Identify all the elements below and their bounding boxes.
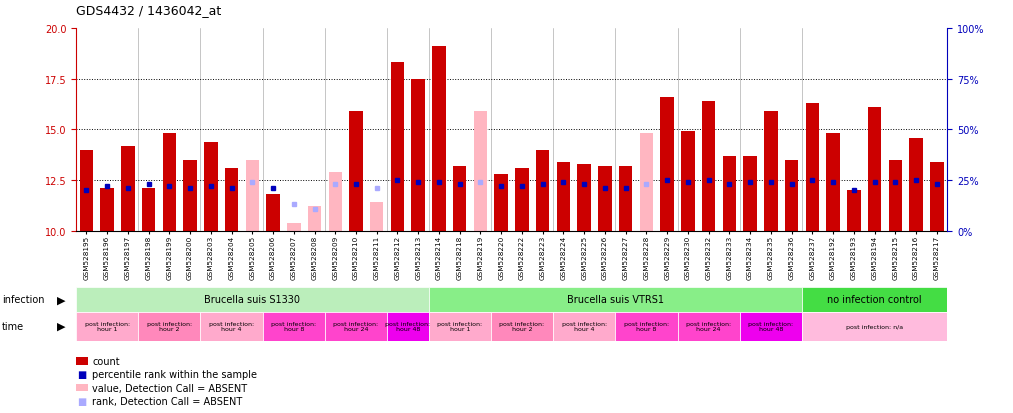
Text: post infection: n/a: post infection: n/a [846, 324, 904, 329]
Bar [681, 132, 695, 231]
Bar [764, 112, 778, 231]
Bar [391, 63, 404, 231]
Text: post infection:
hour 1: post infection: hour 1 [438, 321, 482, 332]
Bar [225, 169, 238, 231]
Text: post infection:
hour 48: post infection: hour 48 [385, 321, 431, 332]
Bar [201, 312, 262, 341]
Bar [76, 287, 428, 312]
Bar [433, 47, 446, 231]
Text: ■: ■ [77, 370, 86, 380]
Bar [888, 160, 902, 231]
Text: post infection:
hour 48: post infection: hour 48 [749, 321, 793, 332]
Bar [325, 312, 387, 341]
Bar [678, 312, 739, 341]
Bar [805, 104, 820, 231]
Text: Brucella suis S1330: Brucella suis S1330 [205, 294, 300, 304]
Bar [536, 150, 549, 231]
Bar [615, 312, 678, 341]
Text: post infection:
hour 4: post infection: hour 4 [209, 321, 254, 332]
Bar [827, 134, 840, 231]
Bar [183, 160, 197, 231]
Text: no infection control: no infection control [828, 294, 922, 304]
Bar [162, 134, 176, 231]
Bar [847, 191, 861, 231]
Bar [619, 166, 632, 231]
Bar [722, 157, 736, 231]
Text: post infection:
hour 8: post infection: hour 8 [271, 321, 316, 332]
Bar [308, 207, 321, 231]
Bar [802, 312, 947, 341]
Bar [802, 287, 947, 312]
Bar [660, 98, 674, 231]
Text: time: time [2, 321, 24, 331]
Text: post infection:
hour 1: post infection: hour 1 [84, 321, 130, 332]
Bar [411, 79, 425, 231]
Text: ▶: ▶ [57, 321, 65, 331]
Text: ■: ■ [77, 396, 86, 406]
Text: post infection:
hour 24: post infection: hour 24 [333, 321, 379, 332]
Bar [739, 312, 802, 341]
Text: post infection:
hour 2: post infection: hour 2 [147, 321, 191, 332]
Bar [453, 166, 466, 231]
Bar [744, 157, 757, 231]
Bar [387, 312, 428, 341]
Bar [598, 166, 612, 231]
Text: post infection:
hour 2: post infection: hour 2 [499, 321, 545, 332]
Bar [142, 189, 155, 231]
Bar [262, 312, 325, 341]
Bar [204, 142, 218, 231]
Bar [639, 134, 653, 231]
Bar [494, 175, 508, 231]
Bar [785, 160, 798, 231]
Text: percentile rank within the sample: percentile rank within the sample [92, 370, 257, 380]
Bar [122, 146, 135, 231]
Text: count: count [92, 356, 120, 366]
Bar [577, 164, 591, 231]
Bar [349, 112, 363, 231]
Text: ▶: ▶ [57, 294, 65, 304]
Bar [474, 112, 487, 231]
Bar [516, 169, 529, 231]
Bar [702, 102, 715, 231]
Bar [370, 203, 384, 231]
Bar [868, 108, 881, 231]
Bar [287, 223, 301, 231]
Text: post infection:
hour 8: post infection: hour 8 [624, 321, 669, 332]
Bar [557, 162, 570, 231]
Bar [328, 173, 342, 231]
Text: infection: infection [2, 294, 45, 304]
Text: post infection:
hour 4: post infection: hour 4 [561, 321, 607, 332]
Bar [266, 195, 280, 231]
Bar [80, 150, 93, 231]
Bar [138, 312, 201, 341]
Bar [428, 287, 802, 312]
Bar [930, 162, 943, 231]
Text: Brucella suis VTRS1: Brucella suis VTRS1 [567, 294, 664, 304]
Bar [491, 312, 553, 341]
Bar [553, 312, 615, 341]
Text: value, Detection Call = ABSENT: value, Detection Call = ABSENT [92, 383, 247, 393]
Bar [910, 138, 923, 231]
Text: post infection:
hour 24: post infection: hour 24 [686, 321, 731, 332]
Text: rank, Detection Call = ABSENT: rank, Detection Call = ABSENT [92, 396, 242, 406]
Text: GDS4432 / 1436042_at: GDS4432 / 1436042_at [76, 4, 221, 17]
Bar [100, 189, 113, 231]
Bar [245, 160, 259, 231]
Bar [428, 312, 491, 341]
Bar [76, 312, 138, 341]
